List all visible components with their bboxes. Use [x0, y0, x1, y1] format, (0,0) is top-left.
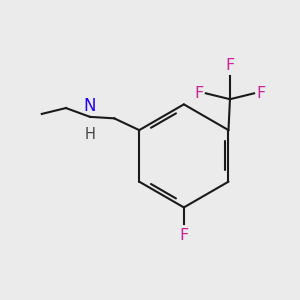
Text: F: F: [225, 58, 235, 73]
Text: H: H: [85, 127, 95, 142]
Text: N: N: [84, 97, 96, 115]
Text: F: F: [179, 228, 188, 243]
Text: F: F: [256, 86, 266, 101]
Text: F: F: [194, 86, 203, 101]
